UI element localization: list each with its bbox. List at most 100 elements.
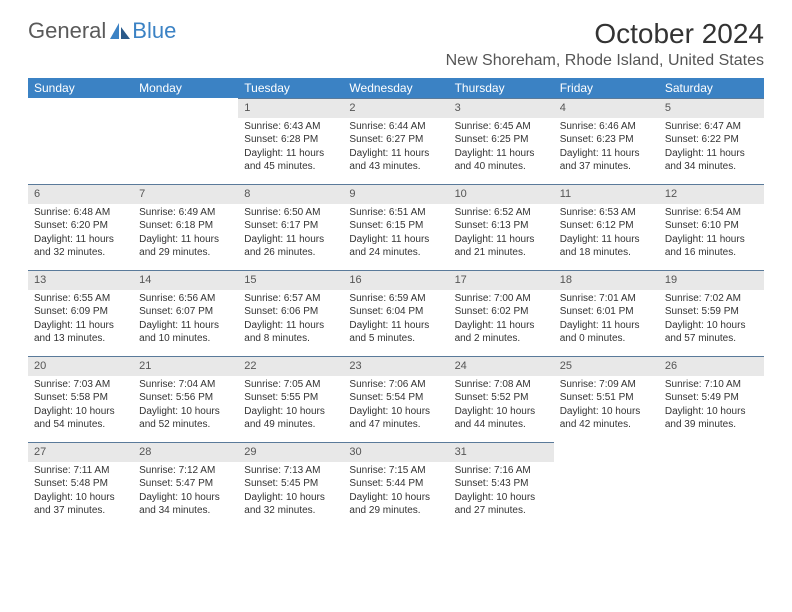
sunrise-text: Sunrise: 7:13 AM: [244, 464, 337, 478]
daylight1-text: Daylight: 11 hours: [455, 233, 548, 247]
day-number: 16: [343, 270, 448, 290]
day-body: Sunrise: 7:05 AMSunset: 5:55 PMDaylight:…: [238, 376, 343, 436]
calendar-cell: 8Sunrise: 6:50 AMSunset: 6:17 PMDaylight…: [238, 184, 343, 270]
sunset-text: Sunset: 5:52 PM: [455, 391, 548, 405]
calendar-cell: 20Sunrise: 7:03 AMSunset: 5:58 PMDayligh…: [28, 356, 133, 442]
sunset-text: Sunset: 6:28 PM: [244, 133, 337, 147]
day-number: 17: [449, 270, 554, 290]
day-number: 4: [554, 98, 659, 118]
daylight2-text: and 44 minutes.: [455, 418, 548, 432]
day-number: 18: [554, 270, 659, 290]
sunset-text: Sunset: 5:47 PM: [139, 477, 232, 491]
day-body: Sunrise: 7:08 AMSunset: 5:52 PMDaylight:…: [449, 376, 554, 436]
sunrise-text: Sunrise: 7:11 AM: [34, 464, 127, 478]
calendar-cell: 5Sunrise: 6:47 AMSunset: 6:22 PMDaylight…: [659, 98, 764, 184]
daylight1-text: Daylight: 11 hours: [349, 233, 442, 247]
daylight1-text: Daylight: 11 hours: [34, 233, 127, 247]
sunrise-text: Sunrise: 7:04 AM: [139, 378, 232, 392]
sunrise-text: Sunrise: 7:02 AM: [665, 292, 758, 306]
calendar-cell: [659, 442, 764, 528]
sunset-text: Sunset: 5:51 PM: [560, 391, 653, 405]
day-body: [133, 118, 238, 124]
day-number: 27: [28, 442, 133, 462]
day-header-row: Sunday Monday Tuesday Wednesday Thursday…: [28, 78, 764, 98]
calendar-cell: 26Sunrise: 7:10 AMSunset: 5:49 PMDayligh…: [659, 356, 764, 442]
sunset-text: Sunset: 6:12 PM: [560, 219, 653, 233]
daylight1-text: Daylight: 11 hours: [244, 233, 337, 247]
calendar-cell: 17Sunrise: 7:00 AMSunset: 6:02 PMDayligh…: [449, 270, 554, 356]
calendar-cell: 12Sunrise: 6:54 AMSunset: 6:10 PMDayligh…: [659, 184, 764, 270]
sunset-text: Sunset: 6:15 PM: [349, 219, 442, 233]
sunrise-text: Sunrise: 6:56 AM: [139, 292, 232, 306]
day-header: Wednesday: [343, 78, 448, 98]
calendar-cell: [133, 98, 238, 184]
calendar-cell: 14Sunrise: 6:56 AMSunset: 6:07 PMDayligh…: [133, 270, 238, 356]
sunset-text: Sunset: 6:02 PM: [455, 305, 548, 319]
calendar-cell: 1Sunrise: 6:43 AMSunset: 6:28 PMDaylight…: [238, 98, 343, 184]
daylight1-text: Daylight: 10 hours: [665, 405, 758, 419]
daylight2-text: and 54 minutes.: [34, 418, 127, 432]
day-body: Sunrise: 7:04 AMSunset: 5:56 PMDaylight:…: [133, 376, 238, 436]
day-number: 6: [28, 184, 133, 204]
sunset-text: Sunset: 5:55 PM: [244, 391, 337, 405]
calendar-cell: 16Sunrise: 6:59 AMSunset: 6:04 PMDayligh…: [343, 270, 448, 356]
daylight1-text: Daylight: 11 hours: [455, 319, 548, 333]
daylight1-text: Daylight: 11 hours: [560, 147, 653, 161]
sunset-text: Sunset: 5:54 PM: [349, 391, 442, 405]
day-number: 20: [28, 356, 133, 376]
day-number: 29: [238, 442, 343, 462]
day-number: 5: [659, 98, 764, 118]
calendar-cell: 10Sunrise: 6:52 AMSunset: 6:13 PMDayligh…: [449, 184, 554, 270]
day-number: 22: [238, 356, 343, 376]
daylight2-text: and 47 minutes.: [349, 418, 442, 432]
daylight2-text: and 52 minutes.: [139, 418, 232, 432]
calendar-cell: 7Sunrise: 6:49 AMSunset: 6:18 PMDaylight…: [133, 184, 238, 270]
day-body: Sunrise: 6:50 AMSunset: 6:17 PMDaylight:…: [238, 204, 343, 264]
day-body: Sunrise: 7:06 AMSunset: 5:54 PMDaylight:…: [343, 376, 448, 436]
sunrise-text: Sunrise: 7:15 AM: [349, 464, 442, 478]
calendar-cell: 27Sunrise: 7:11 AMSunset: 5:48 PMDayligh…: [28, 442, 133, 528]
sunset-text: Sunset: 6:04 PM: [349, 305, 442, 319]
day-body: [554, 462, 659, 468]
daylight2-text: and 37 minutes.: [560, 160, 653, 174]
daylight1-text: Daylight: 10 hours: [139, 405, 232, 419]
sunrise-text: Sunrise: 6:46 AM: [560, 120, 653, 134]
sunset-text: Sunset: 6:06 PM: [244, 305, 337, 319]
calendar-row: 27Sunrise: 7:11 AMSunset: 5:48 PMDayligh…: [28, 442, 764, 528]
daylight2-text: and 37 minutes.: [34, 504, 127, 518]
sunrise-text: Sunrise: 7:05 AM: [244, 378, 337, 392]
day-number: 19: [659, 270, 764, 290]
day-body: Sunrise: 6:46 AMSunset: 6:23 PMDaylight:…: [554, 118, 659, 178]
calendar-cell: 18Sunrise: 7:01 AMSunset: 6:01 PMDayligh…: [554, 270, 659, 356]
daylight1-text: Daylight: 10 hours: [34, 405, 127, 419]
daylight1-text: Daylight: 10 hours: [560, 405, 653, 419]
sunrise-text: Sunrise: 6:51 AM: [349, 206, 442, 220]
day-header: Thursday: [449, 78, 554, 98]
day-number: [28, 98, 133, 118]
day-number: 14: [133, 270, 238, 290]
day-number: 13: [28, 270, 133, 290]
daylight1-text: Daylight: 11 hours: [349, 147, 442, 161]
sunrise-text: Sunrise: 6:43 AM: [244, 120, 337, 134]
sunrise-text: Sunrise: 6:50 AM: [244, 206, 337, 220]
day-number: 25: [554, 356, 659, 376]
daylight2-text: and 57 minutes.: [665, 332, 758, 346]
day-body: Sunrise: 7:03 AMSunset: 5:58 PMDaylight:…: [28, 376, 133, 436]
daylight2-text: and 34 minutes.: [139, 504, 232, 518]
sunrise-text: Sunrise: 7:03 AM: [34, 378, 127, 392]
sunset-text: Sunset: 5:45 PM: [244, 477, 337, 491]
calendar-cell: 31Sunrise: 7:16 AMSunset: 5:43 PMDayligh…: [449, 442, 554, 528]
calendar-cell: 6Sunrise: 6:48 AMSunset: 6:20 PMDaylight…: [28, 184, 133, 270]
daylight1-text: Daylight: 10 hours: [349, 491, 442, 505]
calendar-cell: [554, 442, 659, 528]
day-number: 9: [343, 184, 448, 204]
day-body: Sunrise: 6:56 AMSunset: 6:07 PMDaylight:…: [133, 290, 238, 350]
sunrise-text: Sunrise: 6:47 AM: [665, 120, 758, 134]
daylight2-text: and 13 minutes.: [34, 332, 127, 346]
day-body: Sunrise: 7:02 AMSunset: 5:59 PMDaylight:…: [659, 290, 764, 350]
day-body: Sunrise: 6:55 AMSunset: 6:09 PMDaylight:…: [28, 290, 133, 350]
location: New Shoreham, Rhode Island, United State…: [446, 52, 764, 70]
day-header: Friday: [554, 78, 659, 98]
day-body: Sunrise: 6:54 AMSunset: 6:10 PMDaylight:…: [659, 204, 764, 264]
day-body: Sunrise: 6:59 AMSunset: 6:04 PMDaylight:…: [343, 290, 448, 350]
